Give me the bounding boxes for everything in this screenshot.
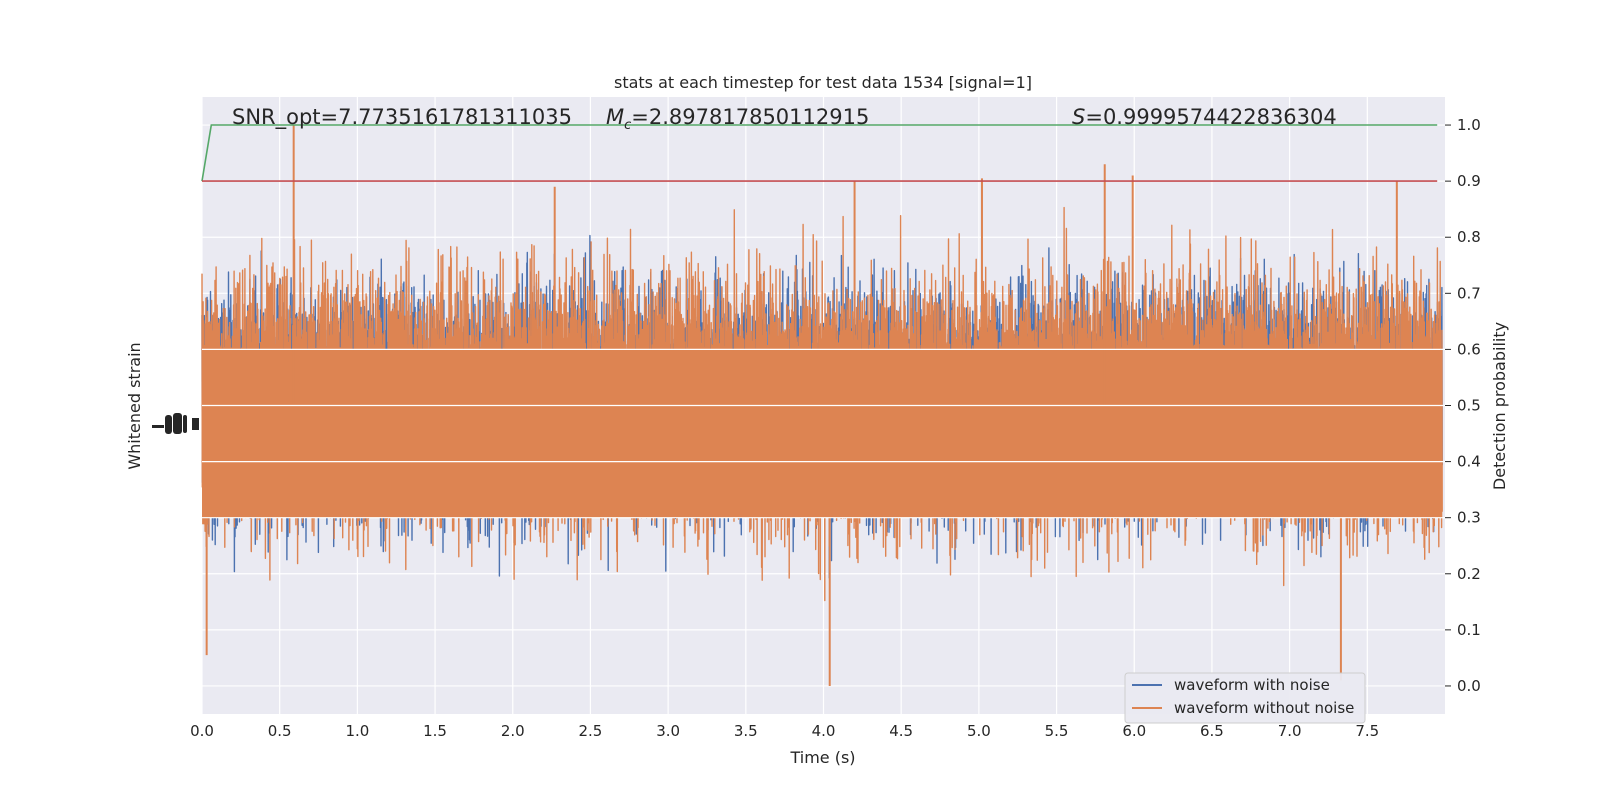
left-tick-cluster <box>152 413 199 434</box>
tick-labels: 0.0 0.5 1.0 1.5 2.0 2.5 3.0 3.5 4.0 4.5 5.0 5.5 6.0 6… <box>190 116 1481 740</box>
chirp-mass-subscript: c <box>624 118 631 133</box>
statistic-value: =0.9999574422836304 <box>1085 105 1336 129</box>
x-tick-label: 6.5 <box>1200 722 1224 740</box>
y-tick-label-right: 0.2 <box>1457 565 1481 583</box>
x-tick-label: 4.0 <box>812 722 836 740</box>
waveform-core <box>202 349 1442 518</box>
probability-line <box>201 124 1438 182</box>
series-waveform-without-noise <box>201 125 1445 686</box>
legend-label-waveform-without-noise: waveform without noise <box>1174 699 1354 717</box>
statistic-annotation: S=0.9999574422836304 <box>1072 105 1337 129</box>
x-tick-label: 2.5 <box>579 722 603 740</box>
snr-annotation: SNR_opt=7.7735161781311035 <box>232 105 572 130</box>
y-axis-label-right: Detection probability <box>1490 322 1509 490</box>
x-tick-label: 3.5 <box>734 722 758 740</box>
x-tick-label: 6.0 <box>1122 722 1146 740</box>
legend-label-waveform-with-noise: waveform with noise <box>1174 676 1330 694</box>
x-axis-label: Time (s) <box>789 748 855 767</box>
probability-lines <box>201 124 1438 182</box>
y-tick-label-right: 0.1 <box>1457 621 1481 639</box>
x-tick-label: 2.0 <box>501 722 525 740</box>
x-tick-label: 5.0 <box>967 722 991 740</box>
y-tick-label-right: 0.4 <box>1457 453 1481 471</box>
statistic-symbol: S <box>1072 105 1085 129</box>
y-tick-label-right: 0.7 <box>1457 284 1481 302</box>
chart-title: stats at each timestep for test data 153… <box>614 73 1032 92</box>
x-tick-label: 7.0 <box>1278 722 1302 740</box>
x-tick-label: 3.0 <box>656 722 680 740</box>
y-axis-label-left: Whitened strain <box>125 342 144 469</box>
x-tick-label: 4.5 <box>889 722 913 740</box>
x-tick-label: 1.0 <box>345 722 369 740</box>
y-tick-label-right: 0.5 <box>1457 397 1481 415</box>
chirp-mass-value: =2.897817850112915 <box>631 105 869 129</box>
y-tick-label-right: 0.8 <box>1457 228 1481 246</box>
x-tick-label: 7.5 <box>1355 722 1379 740</box>
y-tick-label-right: 0.0 <box>1457 677 1481 695</box>
x-tick-label: 1.5 <box>423 722 447 740</box>
y-tick-label-right: 0.3 <box>1457 509 1481 527</box>
x-tick-label: 0.0 <box>190 722 214 740</box>
legend-box <box>1124 672 1366 724</box>
y-tick-label-right: 0.6 <box>1457 340 1481 358</box>
y-tick-label-right: 1.0 <box>1457 116 1481 134</box>
x-tick-label: 0.5 <box>268 722 292 740</box>
y-tick-label-right: 0.9 <box>1457 172 1481 190</box>
x-tick-label: 5.5 <box>1045 722 1069 740</box>
legend: waveform with noise waveform without noi… <box>1124 672 1366 724</box>
chirp-mass-symbol: M <box>606 105 624 129</box>
chirp-mass-annotation: Mc=2.897817850112915 <box>606 105 869 133</box>
